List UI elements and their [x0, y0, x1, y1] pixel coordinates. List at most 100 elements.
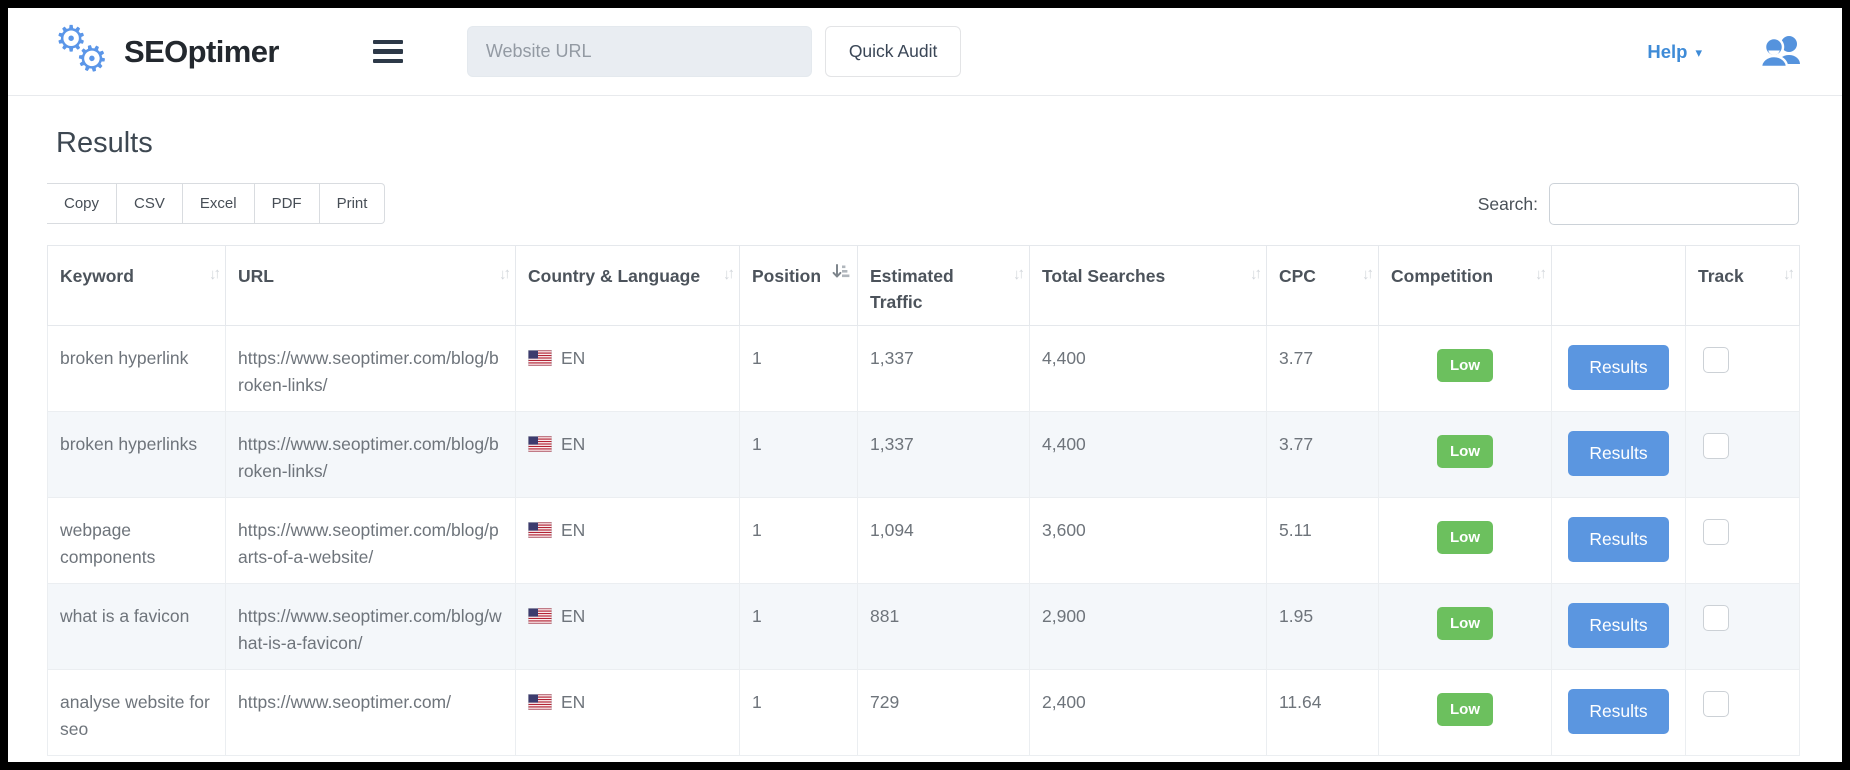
keyword-cell: broken hyperlinks	[47, 411, 226, 498]
url-cell: https://www.seoptimer.com/blog/parts-of-…	[225, 497, 516, 584]
export-button-group: Copy CSV Excel PDF Print	[47, 183, 386, 224]
estimated-traffic-cell: 1,337	[857, 325, 1030, 412]
column-header-competition[interactable]: Competition ↓↑	[1378, 245, 1552, 326]
column-header-url[interactable]: URL ↓↑	[225, 245, 516, 326]
url-cell: https://www.seoptimer.com/blog/what-is-a…	[225, 583, 516, 670]
page-title: Results	[56, 127, 153, 159]
column-header-total-searches[interactable]: Total Searches ↓↑	[1029, 245, 1267, 326]
competition-cell: Low	[1378, 325, 1552, 412]
track-checkbox[interactable]	[1703, 433, 1729, 459]
results-button[interactable]: Results	[1568, 517, 1669, 562]
column-header-country-language[interactable]: Country & Language ↓↑	[515, 245, 740, 326]
table-row: broken hyperlink https://www.seoptimer.c…	[47, 325, 1800, 412]
language-label: EN	[561, 606, 586, 626]
sort-icon[interactable]: ↓↑	[209, 265, 221, 283]
export-button[interactable]: CSV	[117, 183, 183, 224]
cpc-cell: 5.11	[1266, 497, 1379, 584]
menu-hamburger-icon[interactable]	[371, 31, 405, 73]
us-flag-icon	[528, 350, 552, 366]
total-searches-cell: 2,400	[1029, 669, 1267, 756]
sort-icon[interactable]: ↓↑	[723, 265, 735, 283]
estimated-traffic-cell: 881	[857, 583, 1030, 670]
track-cell	[1685, 325, 1800, 412]
competition-cell: Low	[1378, 583, 1552, 670]
table-header-row: Keyword ↓↑ URL ↓↑ Country & Language ↓↑ Pos…	[47, 245, 1800, 326]
results-button[interactable]: Results	[1568, 603, 1669, 648]
competition-badge: Low	[1437, 693, 1493, 726]
language-label: EN	[561, 348, 586, 368]
position-cell: 1	[739, 583, 858, 670]
country-language-cell: EN	[515, 497, 740, 584]
sort-icon[interactable]: ↓↑	[1535, 265, 1547, 283]
quick-audit-button[interactable]: Quick Audit	[824, 26, 962, 77]
export-button[interactable]: Copy	[47, 183, 118, 224]
estimated-traffic-cell: 1,094	[857, 497, 1030, 584]
keyword-cell: analyse website for seo	[47, 669, 226, 756]
sort-icon[interactable]: ↓↑	[1783, 265, 1795, 283]
actions-cell: Results	[1551, 669, 1686, 756]
website-url-input[interactable]	[466, 26, 812, 77]
help-menu[interactable]: Help ▾	[1647, 41, 1702, 63]
logo-text: SEOptimer	[124, 33, 279, 69]
country-language-cell: EN	[515, 325, 740, 412]
column-header-keyword[interactable]: Keyword ↓↑	[47, 245, 226, 326]
column-header-actions	[1551, 245, 1686, 326]
position-cell: 1	[739, 411, 858, 498]
search-box: Search:	[1478, 183, 1799, 225]
cpc-cell: 3.77	[1266, 325, 1379, 412]
estimated-traffic-cell: 729	[857, 669, 1030, 756]
sort-icon[interactable]: ↓↑	[499, 265, 511, 283]
chevron-down-icon: ▾	[1695, 44, 1702, 60]
track-cell	[1685, 669, 1800, 756]
sort-icon[interactable]: ↓↑	[1362, 265, 1374, 283]
column-header-track[interactable]: Track ↓↑	[1685, 245, 1800, 326]
search-label: Search:	[1477, 193, 1538, 214]
track-checkbox[interactable]	[1703, 347, 1729, 373]
column-header-cpc[interactable]: CPC ↓↑	[1266, 245, 1379, 326]
results-button[interactable]: Results	[1568, 689, 1669, 734]
table-row: broken hyperlinks https://www.seoptimer.…	[47, 411, 1800, 498]
sort-icon[interactable]: ↓↑	[1013, 265, 1025, 283]
total-searches-cell: 4,400	[1029, 411, 1267, 498]
position-cell: 1	[739, 497, 858, 584]
column-header-estimated-traffic[interactable]: Estimated Traffic ↓↑	[857, 245, 1030, 326]
results-button[interactable]: Results	[1568, 431, 1669, 476]
track-checkbox[interactable]	[1703, 691, 1729, 717]
url-cell: https://www.seoptimer.com/blog/broken-li…	[225, 411, 516, 498]
country-language-cell: EN	[515, 411, 740, 498]
language-label: EN	[561, 520, 586, 540]
export-button[interactable]: PDF	[254, 183, 320, 224]
track-checkbox[interactable]	[1703, 605, 1729, 631]
competition-badge: Low	[1437, 521, 1493, 554]
top-navbar: ⚙⚙ SEOptimer Quick Audit Help ▾	[8, 8, 1842, 96]
sort-ascending-active-icon	[832, 264, 850, 278]
language-label: EN	[561, 434, 586, 454]
export-button[interactable]: Print	[319, 183, 386, 224]
track-cell	[1685, 497, 1800, 584]
actions-cell: Results	[1551, 411, 1686, 498]
cpc-cell: 11.64	[1266, 669, 1379, 756]
us-flag-icon	[528, 608, 552, 624]
country-language-cell: EN	[515, 583, 740, 670]
table-toolbar: Copy CSV Excel PDF Print Search:	[47, 183, 1799, 225]
users-icon[interactable]	[1759, 34, 1804, 70]
us-flag-icon	[528, 522, 552, 538]
main-content: Results Copy CSV Excel PDF Print Search: Key…	[8, 127, 1842, 756]
export-button[interactable]: Excel	[182, 183, 255, 224]
actions-cell: Results	[1551, 583, 1686, 670]
competition-badge: Low	[1437, 607, 1493, 640]
results-button[interactable]: Results	[1568, 345, 1669, 390]
keyword-cell: what is a favicon	[47, 583, 226, 670]
help-label: Help	[1647, 40, 1688, 62]
track-cell	[1685, 411, 1800, 498]
track-checkbox[interactable]	[1703, 519, 1729, 545]
sort-icon[interactable]: ↓↑	[1250, 265, 1262, 283]
table-row: analyse website for seo https://www.seop…	[47, 669, 1800, 756]
column-header-position[interactable]: Position	[739, 245, 858, 326]
logo-gears-icon: ⚙ ⚙	[55, 18, 115, 85]
search-input[interactable]	[1549, 183, 1799, 225]
cpc-cell: 1.95	[1266, 583, 1379, 670]
estimated-traffic-cell: 1,337	[857, 411, 1030, 498]
total-searches-cell: 4,400	[1029, 325, 1267, 412]
logo[interactable]: ⚙ ⚙ SEOptimer	[54, 18, 279, 85]
